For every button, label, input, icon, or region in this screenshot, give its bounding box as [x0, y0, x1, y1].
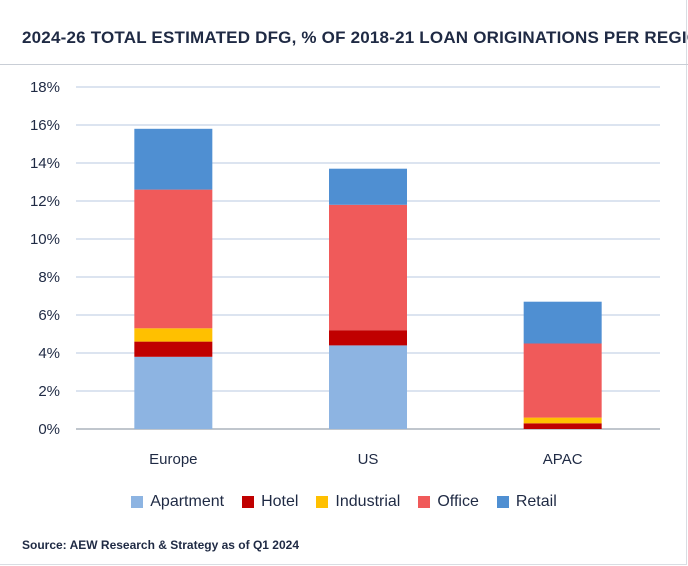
- x-category-label: APAC: [543, 451, 583, 468]
- legend-swatch: [316, 496, 329, 508]
- bar-segment-office-us: [329, 204, 407, 331]
- bar-segment-office-apac: [523, 343, 602, 418]
- bar-segment-hotel-us: [329, 330, 407, 346]
- legend-label: Office: [437, 493, 479, 510]
- y-tick-label: 14%: [30, 155, 60, 172]
- legend-swatch: [242, 496, 255, 508]
- chart-title: 2024-26 TOTAL ESTIMATED DFG, % OF 2018-2…: [22, 28, 688, 47]
- legend-item-industrial: Industrial: [316, 493, 400, 511]
- y-tick-label: 16%: [30, 117, 60, 134]
- bar-segment-industrial-europe: [134, 328, 213, 342]
- x-category-label: Europe: [149, 451, 197, 468]
- legend-label: Apartment: [150, 493, 225, 510]
- y-tick-label: 6%: [38, 307, 60, 324]
- y-tick-label: 0%: [38, 421, 60, 438]
- legend-item-hotel: Hotel: [242, 493, 298, 511]
- legend-item-retail: Retail: [496, 493, 557, 511]
- y-tick-label: 4%: [38, 345, 60, 362]
- bar-segment-retail-apac: [523, 301, 602, 344]
- title-divider: [0, 64, 688, 65]
- source-note: Source: AEW Research & Strategy as of Q1…: [22, 538, 299, 552]
- y-tick-label: 18%: [30, 79, 60, 96]
- bar-segment-apartment-us: [329, 345, 407, 429]
- chart-legend: Apartment Hotel Industrial Office Retail: [0, 493, 688, 511]
- stacked-bar-chart: 0% 2% 4% 6% 8% 10% 12% 14% 16% 18% Europe US APAC: [30, 79, 660, 468]
- y-tick-label: 10%: [30, 231, 60, 248]
- legend-label: Retail: [515, 493, 557, 510]
- legend-label: Hotel: [261, 493, 299, 510]
- y-tick-label: 8%: [38, 269, 60, 286]
- bar-segment-apartment-europe: [134, 356, 213, 429]
- bar-segment-office-europe: [134, 189, 213, 329]
- legend-swatch: [131, 496, 144, 508]
- legend-item-office: Office: [418, 493, 479, 511]
- legend-swatch: [418, 496, 431, 508]
- y-tick-label: 12%: [30, 193, 60, 210]
- bar-segment-industrial-apac: [523, 417, 602, 424]
- bar-segment-retail-us: [329, 168, 407, 205]
- bar-segment-hotel-apac: [523, 423, 602, 429]
- y-tick-label: 2%: [38, 383, 60, 400]
- legend-swatch: [496, 496, 509, 508]
- x-category-label: US: [358, 451, 379, 468]
- legend-label: Industrial: [335, 493, 401, 510]
- bar-segment-hotel-europe: [134, 341, 213, 357]
- legend-item-apartment: Apartment: [131, 493, 224, 511]
- bar-segment-retail-europe: [134, 128, 213, 190]
